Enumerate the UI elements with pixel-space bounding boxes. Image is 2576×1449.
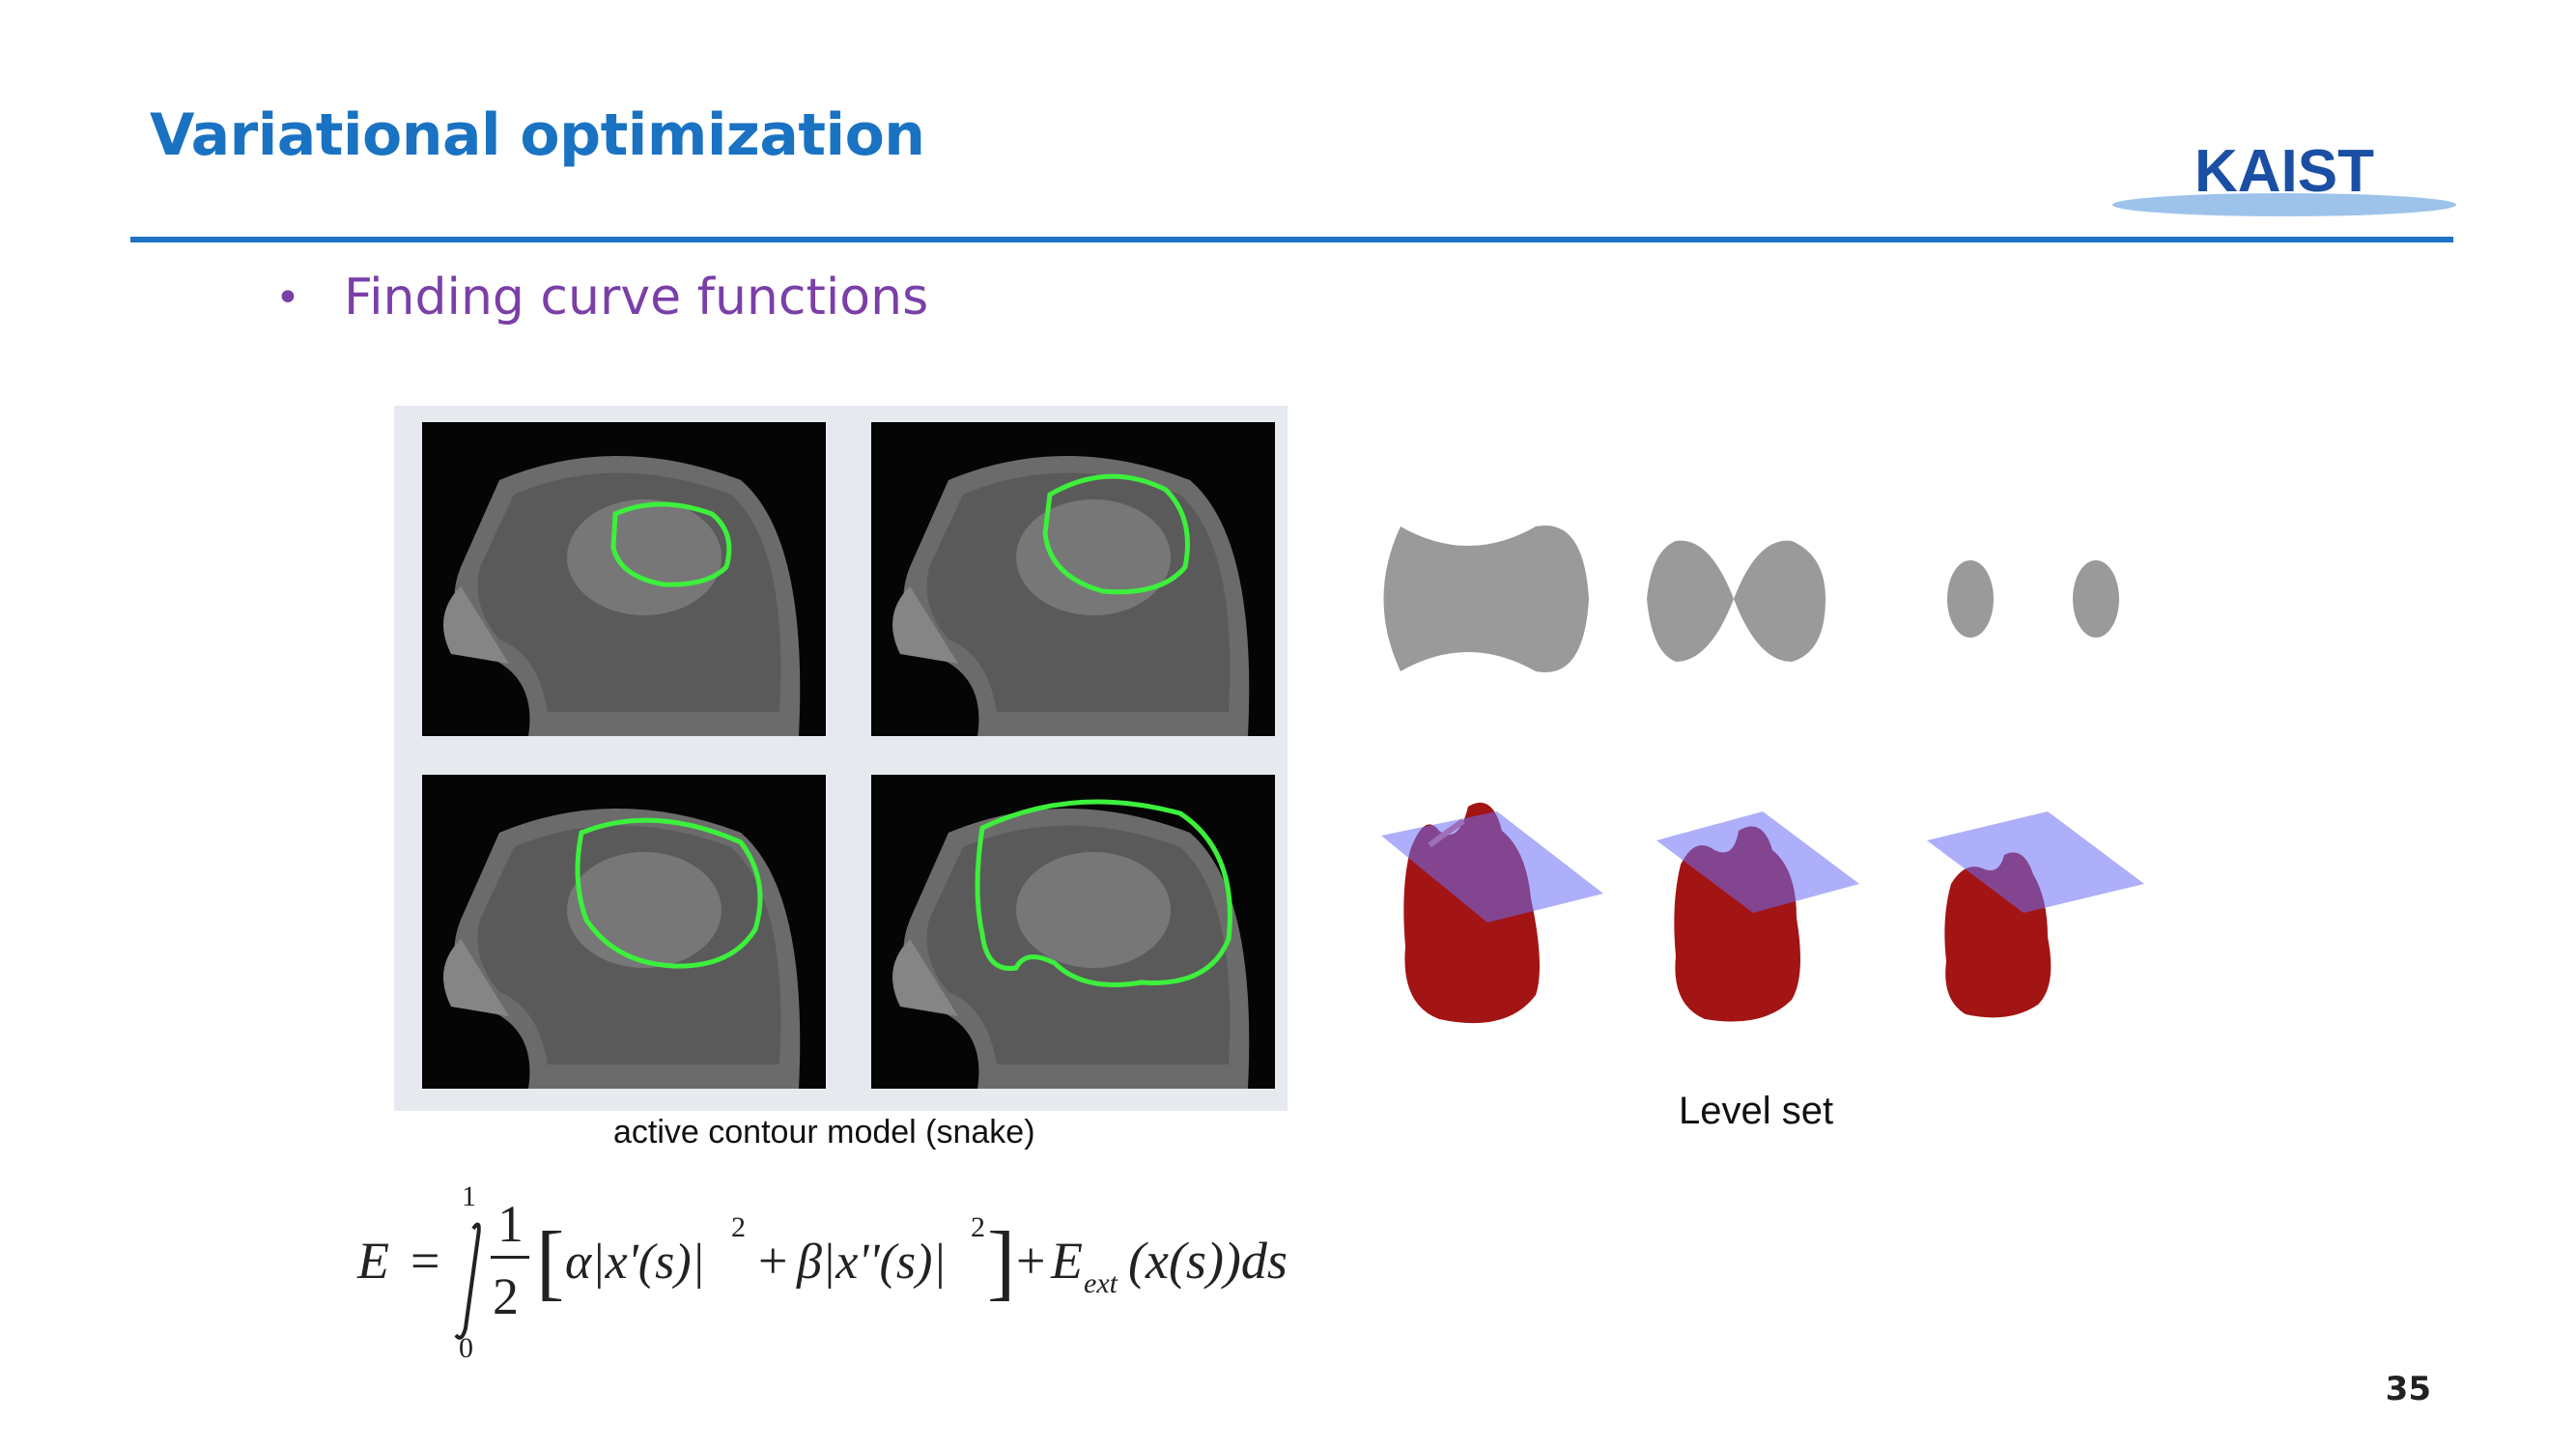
integral-sign-icon [454,1222,481,1340]
surface-1 [1381,802,1603,1024]
header-rule [130,237,2453,242]
surface-2 [1656,811,1859,1022]
slide-title: Variational optimization [150,101,925,169]
formula-frac-den: 2 [493,1267,519,1325]
energy-formula: E = 1 0 1 2 [ α|x'(s)| 2 + β|x''(s)| 2 ]… [356,1180,1288,1362]
surface-3 [1927,811,2144,1018]
kaist-logo: KAIST [2112,138,2456,216]
formula-tail: (x(s))ds [1128,1232,1288,1290]
formula-exp1: 2 [731,1211,746,1243]
mri-image-1 [422,422,826,736]
snake-caption: active contour model (snake) [613,1114,1035,1151]
formula-ext-sub: ext [1084,1267,1118,1299]
levelset-surfaces [1381,802,2144,1024]
formula-term1: α|x'(s)| [565,1235,705,1290]
shape-bowtie [1647,540,1826,662]
mri-image-4 [871,775,1275,1089]
formula-bracket-close: ] [987,1215,1015,1309]
bullet-item: • Finding curve functions [275,269,928,327]
formula-upper-limit: 1 [462,1180,476,1212]
formula-exp2: 2 [971,1211,985,1243]
formula-plus2: + [1016,1232,1045,1290]
bullet-text: Finding curve functions [343,269,929,327]
formula-frac-num: 1 [497,1195,524,1253]
bullet-dot-icon: • [275,272,300,323]
mri-image-2 [871,422,1275,736]
formula-equals: = [410,1232,439,1290]
page-number: 35 [2385,1370,2431,1408]
formula-plus1: + [758,1232,787,1290]
shape-blob-right [2073,560,2119,638]
mri-image-3 [422,775,826,1089]
formula-term2: β|x''(s)| [796,1235,947,1290]
snake-figure [394,406,1288,1111]
formula-bracket-open: [ [536,1215,564,1309]
levelset-shapes [1383,525,2119,673]
formula-lower-limit: 0 [459,1332,473,1362]
formula-ext: E [1050,1232,1083,1290]
shape-dumbbell [1383,525,1589,673]
logo-text: KAIST [2194,138,2374,205]
shape-blob-left [1947,560,1994,638]
formula-lhs: E [356,1232,389,1290]
formula-frac-bar [491,1256,529,1259]
levelset-caption: Level set [1679,1090,1834,1132]
